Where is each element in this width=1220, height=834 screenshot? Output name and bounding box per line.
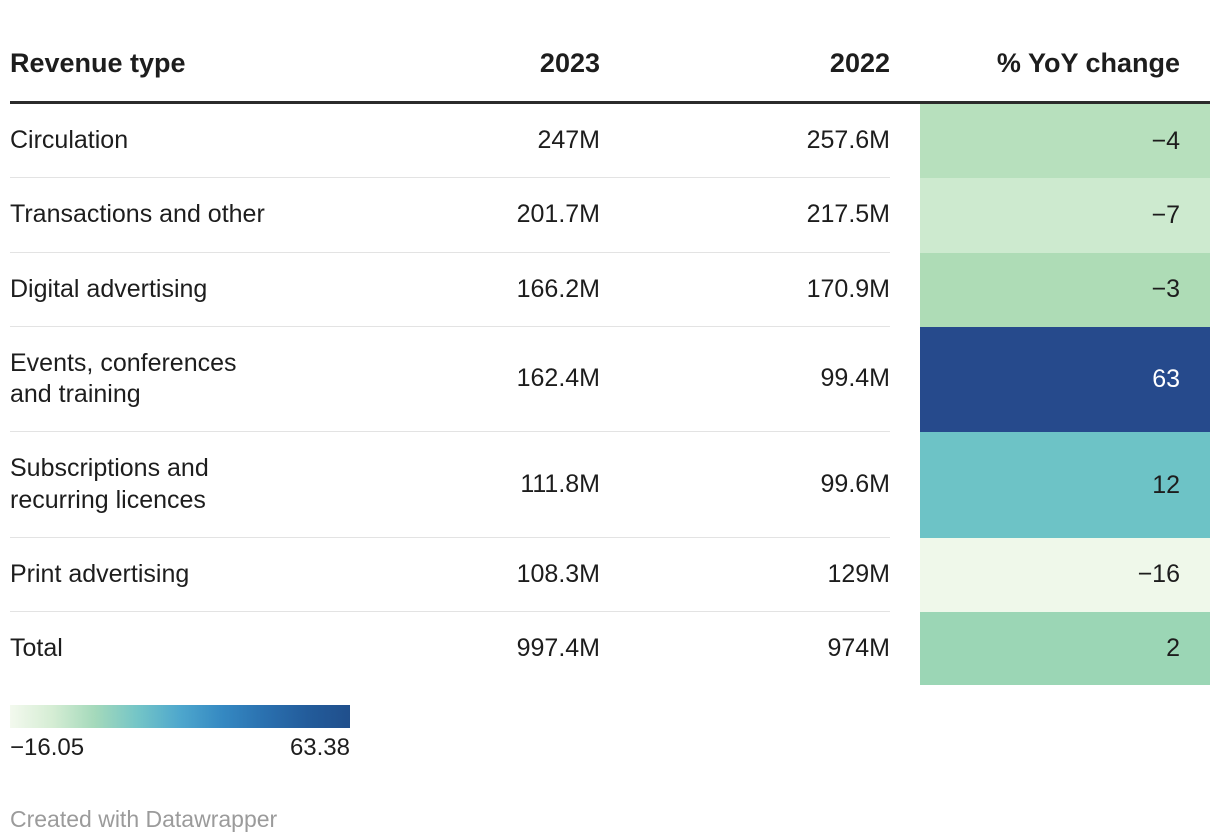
revenue-type-cell: Digital advertising xyxy=(10,253,380,327)
value-2023-cell: 201.7M xyxy=(380,178,600,253)
revenue-type-cell: Transactions and other xyxy=(10,178,380,253)
value-2022-cell: 217.5M xyxy=(600,178,890,253)
yoy-change-cell: 63 xyxy=(920,326,1210,433)
revenue-type-cell: Total xyxy=(10,634,63,662)
value-2023-cell: 166.2M xyxy=(380,253,600,327)
column-header-2023: 2023 xyxy=(539,48,600,78)
value-2022-cell: 129M xyxy=(600,538,890,612)
revenue-type-cell: Circulation xyxy=(10,104,380,179)
value-2023-cell: 997.4M xyxy=(516,634,600,662)
legend-min-label: −16.05 xyxy=(10,734,85,762)
revenue-type-cell: Subscriptions and recurring licences xyxy=(10,432,380,538)
value-2023-cell: 247M xyxy=(380,104,600,179)
yoy-change-cell: −3 xyxy=(920,252,1210,327)
yoy-change-cell: −4 xyxy=(920,104,1210,179)
value-2022-cell: 170.9M xyxy=(600,253,890,327)
value-2023-cell: 108.3M xyxy=(380,538,600,612)
value-2023-cell: 111.8M xyxy=(380,432,600,538)
table-row: Subscriptions and recurring licences 111.… xyxy=(10,432,1210,538)
table-row: Transactions and other 201.7M 217.5M −7 xyxy=(10,178,1210,253)
table-row: Circulation 247M 257.6M −4 xyxy=(10,104,1210,179)
value-2022-cell: 974M xyxy=(827,634,890,662)
value-2023-cell: 162.4M xyxy=(380,327,600,433)
revenue-table: Revenue type 2023 2022 % YoY change Circ… xyxy=(10,30,1210,686)
yoy-change-cell: −7 xyxy=(920,178,1210,253)
column-header-2022: 2022 xyxy=(829,48,890,78)
table-row: Print advertising 108.3M 129M −16 xyxy=(10,537,1210,612)
value-2022-cell: 99.4M xyxy=(600,327,890,433)
value-2022-cell: 257.6M xyxy=(600,104,890,179)
column-header-yoy-change: % YoY change xyxy=(996,48,1180,78)
legend-max-label: 63.38 xyxy=(289,734,350,762)
revenue-type-cell: Print advertising xyxy=(10,538,380,612)
yoy-change-cell: 12 xyxy=(920,432,1210,538)
revenue-type-cell: Events, conferences and training xyxy=(10,327,380,433)
legend-gradient-bar xyxy=(10,705,350,729)
color-legend: −16.05 63.38 xyxy=(10,705,350,762)
credit-text: Created with Datawrapper xyxy=(10,806,278,833)
yoy-change-cell: −16 xyxy=(920,537,1210,612)
column-header-revenue-type: Revenue type xyxy=(10,48,186,78)
table-row: Digital advertising 166.2M 170.9M −3 xyxy=(10,252,1210,327)
table-row: Events, conferences and training 162.4M 9… xyxy=(10,326,1210,433)
table-header-row: Revenue type 2023 2022 % YoY change xyxy=(10,30,1210,104)
value-2022-cell: 99.6M xyxy=(600,432,890,538)
table-body: Circulation 247M 257.6M −4 Transactions … xyxy=(10,104,1210,686)
yoy-change-cell: 2 xyxy=(920,612,1210,686)
table-row: Total 997.4M 974M 2 xyxy=(10,612,1210,686)
legend-labels: −16.05 63.38 xyxy=(10,734,350,762)
